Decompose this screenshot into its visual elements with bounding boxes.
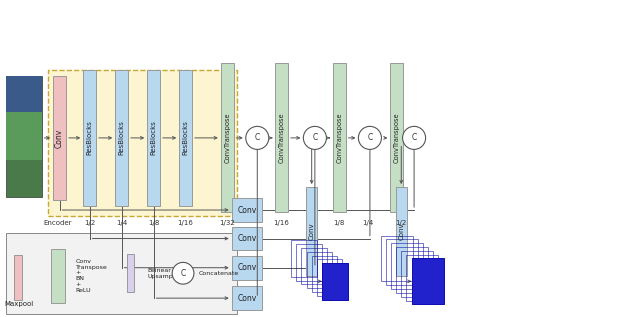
Text: ConvTranspose: ConvTranspose	[394, 113, 400, 163]
FancyBboxPatch shape	[322, 263, 348, 300]
Ellipse shape	[172, 262, 194, 284]
FancyBboxPatch shape	[412, 258, 444, 304]
Text: C: C	[312, 133, 317, 142]
FancyBboxPatch shape	[412, 258, 444, 304]
Text: ConvTranspose: ConvTranspose	[336, 113, 342, 163]
FancyBboxPatch shape	[396, 187, 407, 276]
FancyBboxPatch shape	[232, 256, 262, 280]
FancyBboxPatch shape	[83, 70, 96, 206]
FancyBboxPatch shape	[115, 70, 128, 206]
FancyBboxPatch shape	[127, 254, 134, 292]
Text: Conv
Transpose
+
BN
+
ReLU: Conv Transpose + BN + ReLU	[76, 259, 108, 293]
FancyBboxPatch shape	[6, 76, 42, 197]
Text: 1/4: 1/4	[362, 221, 374, 226]
FancyBboxPatch shape	[232, 198, 262, 222]
Text: C: C	[412, 133, 417, 142]
Text: ResBlocks: ResBlocks	[182, 120, 189, 155]
FancyBboxPatch shape	[322, 263, 348, 300]
FancyBboxPatch shape	[14, 255, 22, 300]
FancyBboxPatch shape	[6, 112, 42, 160]
Text: ResBlocks: ResBlocks	[150, 120, 157, 155]
Text: 1/4: 1/4	[116, 221, 127, 226]
Text: ResBlocks: ResBlocks	[118, 120, 125, 155]
FancyBboxPatch shape	[53, 76, 66, 200]
Text: Conv: Conv	[398, 223, 404, 240]
FancyBboxPatch shape	[147, 70, 160, 206]
FancyBboxPatch shape	[6, 76, 42, 112]
FancyBboxPatch shape	[275, 63, 288, 212]
FancyBboxPatch shape	[48, 70, 237, 216]
FancyBboxPatch shape	[333, 63, 346, 212]
FancyBboxPatch shape	[232, 286, 262, 310]
Text: Maxpool: Maxpool	[4, 301, 34, 307]
Text: C: C	[255, 133, 260, 142]
Text: ResBlocks: ResBlocks	[86, 120, 93, 155]
FancyBboxPatch shape	[221, 63, 234, 212]
Text: 1/8: 1/8	[148, 221, 159, 226]
Text: Conv: Conv	[55, 128, 64, 147]
Ellipse shape	[358, 126, 381, 149]
Text: ConvTranspose: ConvTranspose	[224, 113, 230, 163]
Text: C: C	[180, 269, 186, 278]
Ellipse shape	[303, 126, 326, 149]
Text: 1/2: 1/2	[396, 221, 407, 226]
Text: Bilinear
Upsampling: Bilinear Upsampling	[147, 268, 184, 279]
Text: 1/32: 1/32	[220, 221, 235, 226]
FancyBboxPatch shape	[179, 70, 192, 206]
Text: Conv: Conv	[237, 263, 257, 272]
Ellipse shape	[403, 126, 426, 149]
Text: 1/2: 1/2	[84, 221, 95, 226]
Text: Conv: Conv	[308, 223, 315, 240]
Text: C: C	[367, 133, 372, 142]
FancyBboxPatch shape	[306, 187, 317, 276]
Text: Conv: Conv	[237, 234, 257, 243]
FancyBboxPatch shape	[390, 63, 403, 212]
FancyBboxPatch shape	[51, 249, 65, 303]
Text: Encoder: Encoder	[44, 221, 72, 226]
Text: 1/16: 1/16	[178, 221, 193, 226]
Text: 1/8: 1/8	[333, 221, 345, 226]
Text: 1/16: 1/16	[274, 221, 289, 226]
Text: ConvTranspose: ConvTranspose	[278, 113, 285, 163]
FancyBboxPatch shape	[232, 227, 262, 250]
FancyBboxPatch shape	[6, 233, 237, 314]
Ellipse shape	[246, 126, 269, 149]
Text: Conv: Conv	[237, 294, 257, 303]
Text: Conv: Conv	[237, 205, 257, 215]
Text: Concatenate: Concatenate	[198, 271, 239, 276]
